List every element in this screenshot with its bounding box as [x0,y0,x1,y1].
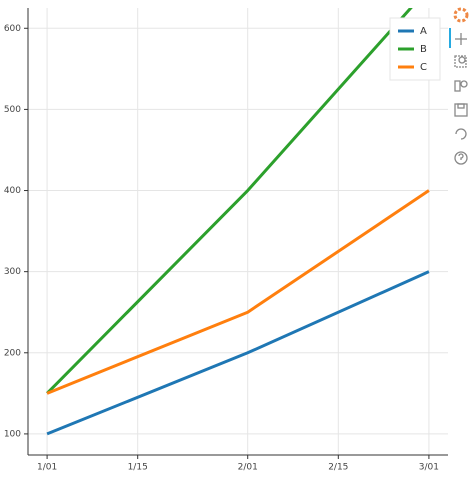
save-tool[interactable] [454,103,468,117]
x-tick-label: 3/01 [419,463,439,473]
bokeh-logo [453,7,469,23]
line-series [46,189,430,395]
x-tick-label: 1/15 [128,463,148,473]
x-tick-label: 2/01 [238,463,258,473]
line-series [46,270,430,436]
y-tick-label: 500 [4,105,21,115]
reset-tool[interactable] [455,128,467,140]
wheel-zoom-tool[interactable] [454,80,468,92]
y-tick-label: 200 [4,348,21,358]
plot-area [46,8,430,436]
legend-box [389,17,441,81]
grid [28,8,448,455]
legend-label: A [420,26,427,37]
line-series [46,8,413,395]
legend: ABC [389,17,441,81]
y-tick-label: 100 [4,429,21,439]
y-tick-label: 400 [4,186,21,196]
y-tick-label: 300 [4,267,21,277]
x-tick-label: 1/01 [37,463,57,473]
legend-label: C [420,62,427,73]
help-tool[interactable] [454,151,468,165]
y-tick-label: 600 [4,24,21,34]
logo-ring [453,7,469,23]
legend-label: B [420,44,427,55]
toolbar [449,7,469,165]
x-tick-label: 2/15 [328,463,348,473]
box-zoom-tool[interactable] [454,55,467,68]
pan-tool[interactable] [455,33,467,45]
